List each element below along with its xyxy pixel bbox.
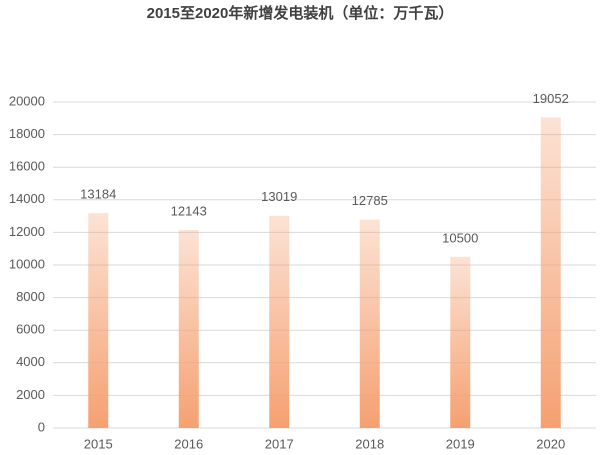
- chart-title: 2015至2020年新增发电装机（单位：万千瓦）: [147, 4, 454, 22]
- x-tick-label: 2019: [446, 436, 475, 451]
- data-label: 10500: [442, 230, 478, 245]
- data-label: 13184: [80, 187, 116, 202]
- x-tick-label: 2015: [84, 436, 113, 451]
- y-tick-label: 18000: [9, 126, 45, 141]
- y-tick-label: 4000: [16, 354, 45, 369]
- x-tick-label: 2016: [174, 436, 203, 451]
- y-tick-label: 12000: [9, 224, 45, 239]
- y-tick-label: 6000: [16, 322, 45, 337]
- y-tick-label: 0: [38, 419, 45, 434]
- bar: [88, 213, 109, 428]
- bar: [178, 230, 199, 428]
- y-tick-label: 20000: [9, 93, 45, 108]
- bar: [269, 215, 290, 428]
- y-tick-label: 16000: [9, 159, 45, 174]
- data-label: 12785: [352, 193, 388, 208]
- data-label: 13019: [261, 189, 297, 204]
- data-label: 12143: [171, 204, 207, 219]
- y-tick-label: 2000: [16, 387, 45, 402]
- x-tick-label: 2017: [265, 436, 294, 451]
- y-tick-label: 14000: [9, 191, 45, 206]
- y-tick-label: 8000: [16, 289, 45, 304]
- data-label: 19052: [533, 91, 569, 106]
- bar: [450, 256, 471, 428]
- bar: [540, 117, 561, 429]
- x-tick-label: 2020: [536, 436, 565, 451]
- bar: [359, 219, 380, 428]
- x-tick-label: 2018: [355, 436, 384, 451]
- y-tick-label: 10000: [9, 256, 45, 271]
